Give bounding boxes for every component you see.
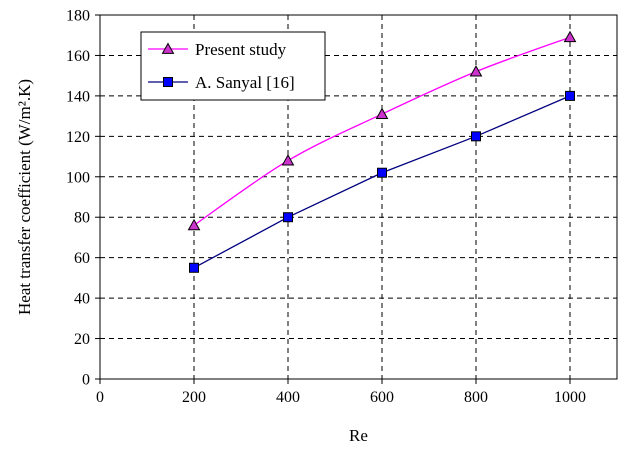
data-point <box>469 65 483 77</box>
data-point <box>281 154 295 166</box>
x-axis-title: Re <box>349 426 368 445</box>
legend: Present study A. Sanyal [16] <box>140 31 326 101</box>
x-tick-label: 400 <box>276 389 300 406</box>
y-axis-title: Heat transfer coefficient (W/m².K) <box>15 79 34 315</box>
y-tick-label: 120 <box>66 129 90 146</box>
legend-item: A. Sanyal [16] <box>148 73 295 92</box>
data-point <box>471 131 481 142</box>
legend-label: A. Sanyal [16] <box>195 73 295 92</box>
data-point <box>375 107 389 119</box>
data-point <box>377 167 387 178</box>
series-0 <box>187 30 577 231</box>
legend-marker <box>161 42 175 54</box>
y-tick-label: 180 <box>66 8 90 25</box>
y-tick-label: 0 <box>82 372 90 389</box>
y-tick-label: 60 <box>74 250 90 267</box>
axis-ticks: 0 20 40 60 80 100 120 140 160 180 0 200 400 600 800 100… <box>66 8 586 407</box>
y-tick-label: 40 <box>74 291 90 308</box>
data-point <box>283 212 293 223</box>
legend-item: Present study <box>148 40 287 59</box>
x-tick-label: 600 <box>370 389 394 406</box>
series-1 <box>189 90 575 273</box>
data-point <box>565 90 575 101</box>
series-layer <box>187 30 577 273</box>
legend-box <box>140 31 326 101</box>
data-point <box>563 30 577 43</box>
x-tick-label: 800 <box>464 389 488 406</box>
y-tick-label: 100 <box>66 169 90 186</box>
legend-label: Present study <box>195 40 287 59</box>
plot-area-frame <box>99 14 618 380</box>
x-tick-label: 0 <box>96 389 104 406</box>
legend-items: Present study A. Sanyal [16] <box>148 40 295 92</box>
x-tick-label: 1000 <box>554 389 586 406</box>
y-tick-label: 160 <box>66 48 90 65</box>
data-point <box>187 218 201 231</box>
data-point <box>189 262 199 273</box>
y-tick-label: 20 <box>74 331 90 348</box>
grid <box>100 15 617 379</box>
x-tick-label: 200 <box>182 389 206 406</box>
y-tick-label: 140 <box>66 88 90 105</box>
legend-marker <box>163 77 173 87</box>
y-tick-label: 80 <box>74 210 90 227</box>
